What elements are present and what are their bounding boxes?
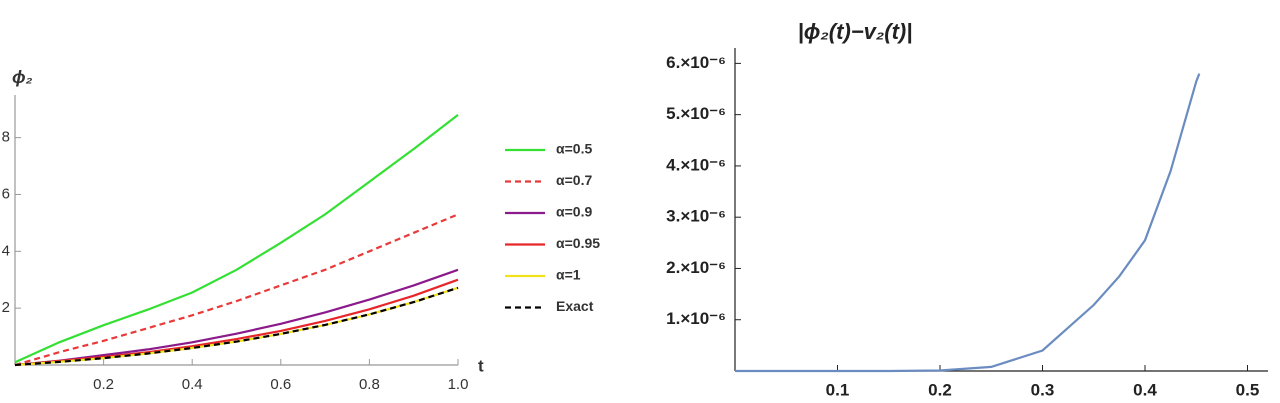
y-tick-label: 1.×10⁻⁶	[666, 309, 726, 328]
line-series	[14, 286, 459, 367]
x-tick-label: 0.6	[270, 376, 291, 393]
y-tick-label: 6.×10⁻⁶	[666, 53, 726, 72]
legend-label: α=0.95	[556, 235, 600, 251]
y-tick-label: 3.×10⁻⁶	[666, 207, 726, 226]
legend-label: α=0.7	[556, 172, 592, 188]
x-tick-label: 0.4	[1133, 380, 1157, 399]
legend-label: α=0.9	[556, 204, 592, 220]
line-series	[14, 213, 459, 367]
y-tick-label: 8	[2, 129, 10, 146]
y-tick-label: 4	[2, 242, 10, 259]
y-tick-label: 5.×10⁻⁶	[666, 104, 726, 123]
line-series	[14, 286, 459, 367]
chart-title: |ϕ₂(t)−v₂(t)|	[798, 19, 913, 44]
legend-label: Exact	[556, 298, 594, 314]
y-axis-label: ϕ₂	[12, 67, 33, 87]
x-tick-label: 0.3	[1031, 380, 1055, 399]
y-tick-label: 4.×10⁻⁶	[666, 155, 726, 174]
x-tick-label: 0.4	[182, 376, 203, 393]
x-tick-label: 0.5	[1236, 380, 1260, 399]
y-tick-label: 2	[2, 299, 10, 316]
x-tick-label: 0.8	[359, 376, 380, 393]
y-tick-label: 2.×10⁻⁶	[666, 258, 726, 277]
y-tick-label: 6	[2, 185, 10, 202]
x-tick-label: 0.1	[826, 380, 850, 399]
x-tick-label: 0.2	[93, 376, 114, 393]
x-axis-label: t	[478, 356, 484, 375]
line-series	[14, 268, 459, 367]
line-series	[735, 73, 1201, 373]
line-series	[14, 114, 459, 364]
chart: 0.1 0.2 0.3 0.4 0.5 1.×10⁻⁶ 2.×10⁻⁶ 3.×10⁻⁶ 4.×1…	[666, 19, 1268, 399]
x-tick-label: 1.0	[448, 376, 469, 393]
x-tick-label: 0.2	[928, 380, 952, 399]
legend-label: α=0.5	[556, 141, 592, 157]
legend-label: α=1	[556, 267, 581, 283]
chart: 0.2 0.4 0.6 0.8 1.0 2 4 6 8 t ϕ₂ α=0.5 α=0.7 α=0.9 α=0…	[2, 67, 601, 393]
